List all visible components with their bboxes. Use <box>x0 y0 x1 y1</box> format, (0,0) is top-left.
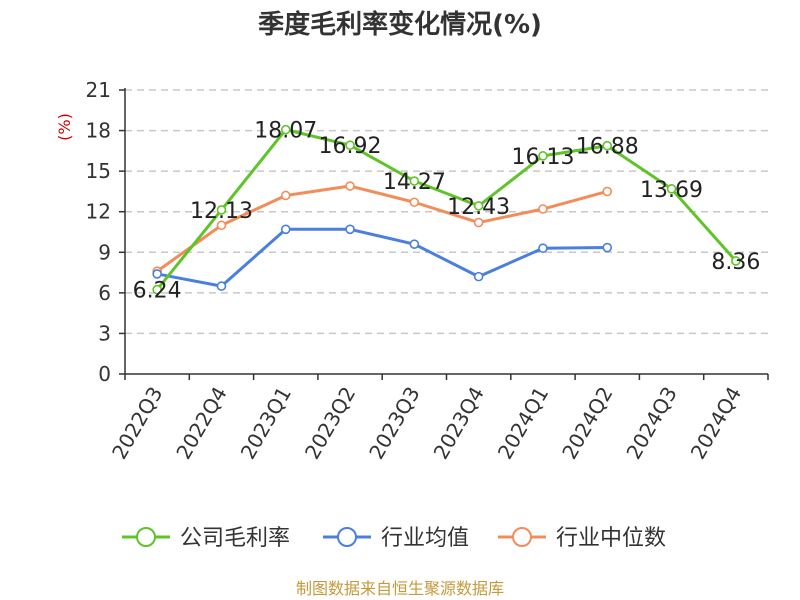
data-point <box>345 181 355 191</box>
x-axis-ticks: 2022Q3 2022Q4 2023Q1 2023Q2 2023Q3 2023Q4 2024… <box>107 383 746 464</box>
legend-label: 公司毛利率 <box>180 526 290 551</box>
data-label: 8.36 <box>711 250 760 275</box>
data-point <box>666 184 677 194</box>
series-2 <box>152 181 613 277</box>
data-point <box>216 281 227 291</box>
y-axis-ticks: 0 3 6 9 12 15 18 21 <box>86 78 111 386</box>
axes <box>119 88 769 380</box>
y-tick-label: 18 <box>86 119 111 143</box>
series-line <box>155 128 737 291</box>
data-label: 12.43 <box>447 195 510 220</box>
y-tick-label: 15 <box>86 159 111 183</box>
data-point <box>280 224 291 235</box>
data-label: 14.27 <box>383 170 446 195</box>
data-point <box>473 217 484 228</box>
data-point <box>280 190 291 201</box>
data-point <box>152 269 162 279</box>
data-label: 16.13 <box>511 145 574 170</box>
x-tick-label: 2023Q4 <box>429 383 489 464</box>
data-point <box>409 197 420 208</box>
x-tick-label: 2024Q1 <box>493 383 553 464</box>
x-tick-label: 2024Q3 <box>621 383 681 464</box>
data-point <box>409 239 420 249</box>
series-1 <box>152 224 613 291</box>
data-point <box>216 205 227 215</box>
data-label: 16.88 <box>576 135 639 160</box>
legend-item: 行业中位数 <box>498 526 666 551</box>
y-tick-label: 9 <box>98 240 111 264</box>
data-label: 16.92 <box>319 134 382 159</box>
data-point <box>473 271 484 282</box>
data-label: 13.69 <box>640 178 703 203</box>
legend-marker <box>337 527 357 547</box>
data-label: 12.13 <box>190 199 253 224</box>
data-point <box>152 284 162 295</box>
x-tick-label: 2024Q4 <box>686 383 746 464</box>
legend-marker <box>512 527 532 547</box>
data-point <box>538 204 548 214</box>
data-point <box>409 176 420 186</box>
y-tick-label: 12 <box>86 200 111 224</box>
data-point <box>602 186 613 197</box>
legend-label: 行业中位数 <box>556 526 666 551</box>
data-point <box>280 124 291 135</box>
series-group <box>152 124 741 295</box>
series-0 <box>152 124 741 295</box>
legend-marker <box>136 527 156 547</box>
series-line <box>156 184 608 273</box>
y-tick-label: 6 <box>98 281 111 305</box>
data-point <box>473 201 484 211</box>
data-point <box>731 256 741 266</box>
data-source-note: 制图数据来自恒生聚源数据库 <box>296 579 504 598</box>
data-point <box>345 140 355 150</box>
x-tick-label: 2022Q4 <box>171 383 231 464</box>
data-label: 6.24 <box>133 279 182 304</box>
x-tick-label: 2022Q3 <box>107 383 167 464</box>
series-line <box>156 227 608 288</box>
data-point <box>538 243 548 254</box>
legend-item: 行业均值 <box>323 526 469 551</box>
data-point <box>602 242 613 253</box>
y-axis-unit: (%) <box>55 113 74 141</box>
data-label: 18.07 <box>254 119 317 144</box>
legend-label: 行业均值 <box>381 526 469 551</box>
legend-item: 公司毛利率 <box>122 526 290 551</box>
data-point <box>216 220 227 231</box>
data-point <box>345 224 355 235</box>
y-tick-label: 3 <box>98 321 111 345</box>
x-tick-label: 2024Q2 <box>557 383 617 464</box>
x-tick-label: 2023Q1 <box>236 383 296 464</box>
y-tick-label: 21 <box>86 78 111 102</box>
legend: 公司毛利率 行业均值 行业中位数 <box>122 526 666 551</box>
chart-title: 季度毛利率变化情况(%) <box>258 9 542 40</box>
data-point <box>538 151 548 161</box>
y-tick-label: 0 <box>98 362 111 386</box>
data-point <box>602 140 613 151</box>
x-tick-label: 2023Q2 <box>300 383 360 464</box>
x-tick-label: 2023Q3 <box>364 383 424 464</box>
